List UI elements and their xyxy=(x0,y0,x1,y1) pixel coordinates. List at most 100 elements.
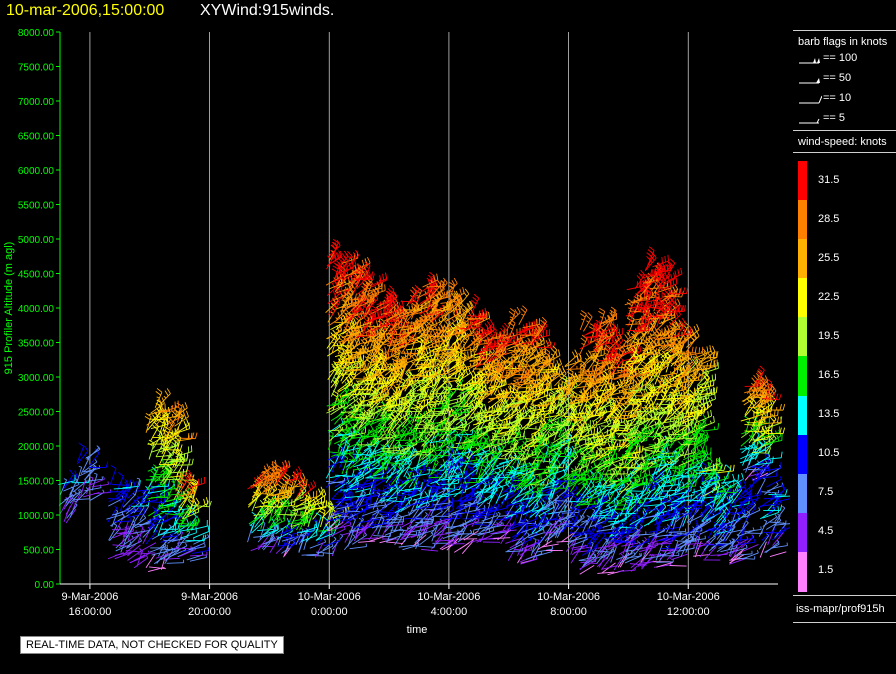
wind-barb-shaft xyxy=(179,531,191,546)
wind-barb-shaft xyxy=(163,501,181,507)
wind-barb-shaft xyxy=(153,517,162,533)
wind-barb-shaft xyxy=(425,485,443,488)
wind-barb-shaft xyxy=(171,545,188,554)
wind-barb-feather xyxy=(102,476,105,480)
wind-barb-feather xyxy=(332,265,339,270)
wind-barb-feather xyxy=(373,445,377,448)
wind-barb-feather xyxy=(105,461,109,468)
wind-barb-shaft xyxy=(120,510,136,520)
wind-barb-feather xyxy=(185,542,188,547)
wind-barb-shaft xyxy=(333,345,351,347)
wind-barb-feather xyxy=(343,459,347,462)
wind-barb-feather xyxy=(178,471,184,477)
wind-barb-feather xyxy=(271,461,274,468)
wind-barb-feather xyxy=(367,363,369,370)
wind-barb-feather xyxy=(324,539,327,543)
wind-barb-shaft xyxy=(316,533,333,541)
wind-barb-feather xyxy=(269,488,272,495)
wind-barb-shaft xyxy=(147,495,165,500)
wind-barb-feather xyxy=(271,469,275,472)
wind-barb-shaft xyxy=(127,544,141,557)
wind-barb-shaft xyxy=(134,478,141,496)
wind-barb-feather xyxy=(155,390,161,396)
wind-barb-feather xyxy=(277,488,281,491)
wind-barb-shaft xyxy=(125,540,142,549)
wind-barb-feather xyxy=(147,499,150,506)
wind-barb-feather xyxy=(85,487,89,490)
wind-barb-feather xyxy=(307,484,312,491)
wind-barb-shaft xyxy=(300,534,318,542)
wind-barb-feather xyxy=(319,507,326,512)
wind-barb-feather xyxy=(411,289,416,296)
wind-barb-feather xyxy=(77,481,80,485)
wind-barb-feather xyxy=(340,417,344,424)
wind-barb-shaft xyxy=(330,380,339,397)
wind-barb-feather xyxy=(187,500,193,506)
wind-barb-feather xyxy=(410,361,414,364)
wind-barb-shaft xyxy=(65,488,75,504)
wind-barb-shaft xyxy=(336,452,354,457)
wind-barb-feather xyxy=(398,301,402,308)
wind-barb-shaft xyxy=(63,494,74,510)
wind-barb-feather xyxy=(422,478,426,482)
wind-barb-feather xyxy=(209,500,212,508)
wind-barb-feather xyxy=(162,458,164,465)
wind-barb-feather xyxy=(161,414,168,419)
wind-barb-feather xyxy=(163,395,167,399)
wind-barb-feather xyxy=(427,274,434,280)
wind-barb-shaft xyxy=(119,488,131,503)
wind-barb-shaft xyxy=(63,474,74,489)
wind-barb-feather xyxy=(179,409,183,413)
wind-barb-shaft xyxy=(151,519,169,527)
wind-barb-feather xyxy=(204,543,206,547)
wind-barb-feather xyxy=(145,412,152,417)
wind-barb-feather xyxy=(301,477,307,483)
wind-barb-feather xyxy=(420,508,423,511)
wind-barb-feather xyxy=(268,465,272,469)
wind-barb-feather xyxy=(177,544,180,548)
wind-barb-shaft xyxy=(276,503,286,519)
wind-barb-shaft xyxy=(156,454,174,458)
wind-barb-shaft xyxy=(269,537,280,553)
wind-barb-shaft xyxy=(348,385,361,399)
wind-barb-shaft xyxy=(88,452,100,467)
wind-barb-shaft xyxy=(339,491,351,506)
wind-barb-shaft xyxy=(113,487,131,490)
wind-barb-feather xyxy=(179,519,183,522)
wind-barb-shaft xyxy=(188,546,206,551)
wind-barb-shaft xyxy=(106,514,123,520)
wind-barb-shaft xyxy=(69,490,82,504)
wind-barb-feather xyxy=(464,288,470,295)
wind-barb-feather xyxy=(288,460,291,467)
wind-barb-feather xyxy=(379,320,382,328)
wind-barb-shaft xyxy=(419,431,437,433)
wind-barb-shaft xyxy=(129,556,146,564)
wind-barb-feather xyxy=(159,399,163,406)
wind-barb-feather xyxy=(262,514,266,517)
wind-barb-shaft xyxy=(253,535,271,538)
wind-barb-feather xyxy=(77,489,81,493)
wind-barb-feather xyxy=(443,291,446,298)
wind-barb-feather xyxy=(296,533,299,537)
wind-barb-feather xyxy=(362,354,365,361)
wind-barb-feather xyxy=(288,533,292,536)
wind-barb-feather xyxy=(267,482,271,485)
wind-barb-feather xyxy=(295,468,300,475)
wind-barb-shaft xyxy=(160,535,178,538)
wind-barb-shaft xyxy=(318,529,336,532)
wind-barb-feather xyxy=(276,523,279,531)
wind-barb-feather xyxy=(124,481,129,488)
wind-barb-shaft xyxy=(133,557,149,569)
wind-barb-feather xyxy=(367,256,371,263)
wind-barb-feather xyxy=(163,470,166,474)
wind-barb-feather xyxy=(192,478,198,483)
wind-barb-feather xyxy=(376,507,379,511)
wind-barb-feather xyxy=(463,351,466,358)
wind-barb-shaft xyxy=(127,486,140,499)
wind-barb-feather xyxy=(290,533,294,537)
wind-barb-feather xyxy=(303,506,310,511)
wind-barb-feather xyxy=(207,534,210,538)
wind-barb-feather xyxy=(297,479,301,483)
wind-barb-shaft xyxy=(327,459,344,468)
wind-barb-shaft xyxy=(127,517,136,534)
